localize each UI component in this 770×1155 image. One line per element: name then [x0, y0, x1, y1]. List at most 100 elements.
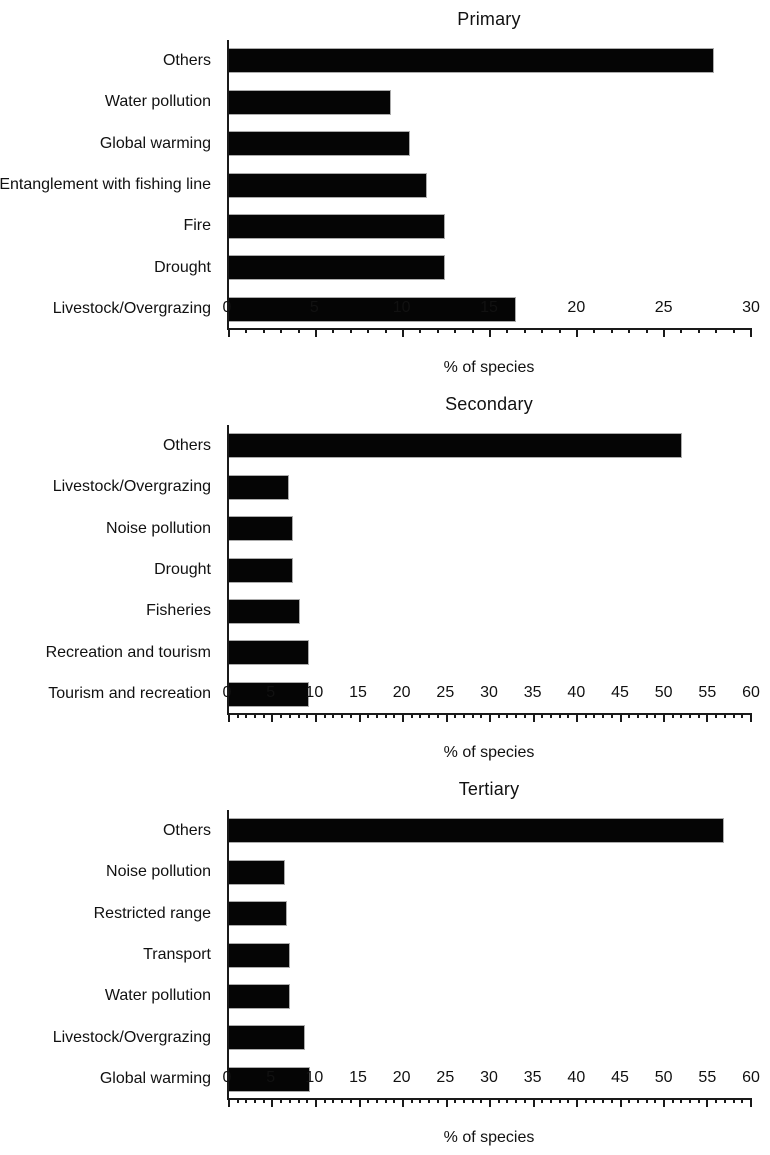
minor-tick [471, 713, 474, 718]
minor-tick [497, 713, 500, 718]
plot-area [227, 40, 752, 337]
minor-tick [419, 1098, 422, 1103]
minor-tick [506, 713, 509, 718]
tick-label-40: 40 [567, 684, 586, 701]
minor-tick [288, 1098, 291, 1103]
major-tick [489, 713, 491, 722]
category-label-water-pollution: Water pollution [104, 987, 211, 1005]
x-axis-ticks [228, 1098, 752, 1108]
tick-label-20: 20 [567, 299, 586, 316]
minor-tick [723, 1098, 726, 1103]
minor-tick [715, 1098, 718, 1103]
major-tick [489, 1098, 491, 1107]
minor-tick [306, 1098, 309, 1103]
minor-tick [280, 1098, 283, 1103]
tick-label-60: 60 [742, 684, 760, 701]
category-label-fisheries: Fisheries [146, 602, 211, 620]
tick-label-10: 10 [392, 299, 411, 316]
minor-tick [375, 1098, 378, 1103]
minor-tick [602, 1098, 605, 1103]
minor-tick [297, 328, 300, 333]
bar-others [229, 818, 725, 844]
minor-tick [523, 1098, 526, 1103]
major-tick [706, 713, 709, 722]
minor-tick [428, 713, 431, 718]
category-label-fire: Fire [183, 217, 211, 235]
tick-label-30: 30 [480, 684, 498, 701]
minor-tick [349, 328, 352, 333]
bar-fisheries [229, 598, 301, 624]
minor-tick [375, 713, 378, 718]
tick-label-15: 15 [349, 684, 367, 701]
minor-tick [680, 328, 683, 333]
minor-tick [541, 713, 544, 718]
minor-tick [506, 1098, 509, 1103]
minor-tick [297, 1098, 300, 1103]
major-tick [532, 713, 535, 722]
major-tick [271, 1098, 274, 1107]
tick-label-15: 15 [349, 1069, 367, 1086]
minor-tick [636, 1098, 639, 1103]
minor-tick [689, 713, 692, 718]
minor-tick [393, 713, 396, 718]
bar-global-warming [229, 1066, 310, 1092]
major-tick [750, 1098, 752, 1107]
tick-label-25: 25 [654, 299, 673, 316]
minor-tick [332, 713, 335, 718]
category-label-drought: Drought [154, 560, 211, 578]
chart-title: Tertiary [458, 779, 520, 799]
major-tick [314, 713, 317, 722]
bar-noise-pollution [229, 859, 285, 885]
minor-tick [384, 1098, 387, 1103]
minor-tick [567, 1098, 570, 1103]
minor-tick [384, 713, 387, 718]
minor-tick [245, 1098, 248, 1103]
bar-recreation-and-tourism [229, 640, 310, 666]
category-label-global-warming: Global warming [99, 1070, 211, 1088]
tick-label-40: 40 [567, 1069, 586, 1086]
tick-label-55: 55 [698, 684, 717, 701]
minor-tick [341, 713, 344, 718]
major-tick [401, 713, 404, 722]
major-tick [401, 328, 404, 337]
minor-tick [428, 1098, 431, 1103]
minor-tick [341, 1098, 344, 1103]
category-label-tourism-and-recreation: Tourism and recreation [48, 685, 211, 703]
major-tick [314, 328, 317, 337]
minor-tick [454, 328, 457, 333]
tick-label-5: 5 [266, 684, 276, 701]
chart-primary: Primary Others Water pollution Global warmi… [0, 0, 770, 385]
minor-tick [697, 713, 700, 718]
chart-title: Secondary [445, 394, 533, 414]
minor-tick [262, 713, 265, 718]
minor-tick [645, 328, 648, 333]
tick-label-30: 30 [480, 1069, 498, 1086]
major-tick [575, 328, 578, 337]
category-label-restricted-range: Restricted range [93, 904, 211, 922]
minor-tick [480, 1098, 483, 1103]
major-tick [706, 1098, 709, 1107]
bar-water-pollution [229, 89, 391, 115]
category-label-livestock-overgrazing: Livestock/Overgrazing [52, 478, 211, 496]
tick-label-20: 20 [392, 1069, 411, 1086]
minor-tick [280, 328, 283, 333]
category-label-entanglement-with-fishing-line: Entanglement with fishing line [0, 175, 211, 193]
minor-tick [732, 328, 735, 333]
category-label-global-warming: Global warming [99, 134, 211, 152]
category-label-others: Others [162, 436, 211, 454]
x-axis-tick-labels: 0 5 10 15 20 25 30 35 40 45 50 55 60 [223, 1068, 760, 1088]
bar-restricted-range [229, 901, 288, 927]
minor-tick [506, 328, 509, 333]
minor-tick [367, 328, 370, 333]
minor-tick [349, 713, 352, 718]
minor-tick [584, 713, 587, 718]
minor-tick [558, 1098, 561, 1103]
tick-label-20: 20 [392, 684, 411, 701]
minor-tick [549, 1098, 552, 1103]
major-tick [619, 713, 622, 722]
minor-tick [254, 713, 257, 718]
major-tick [663, 328, 665, 337]
major-tick [445, 713, 448, 722]
minor-tick [541, 328, 544, 333]
